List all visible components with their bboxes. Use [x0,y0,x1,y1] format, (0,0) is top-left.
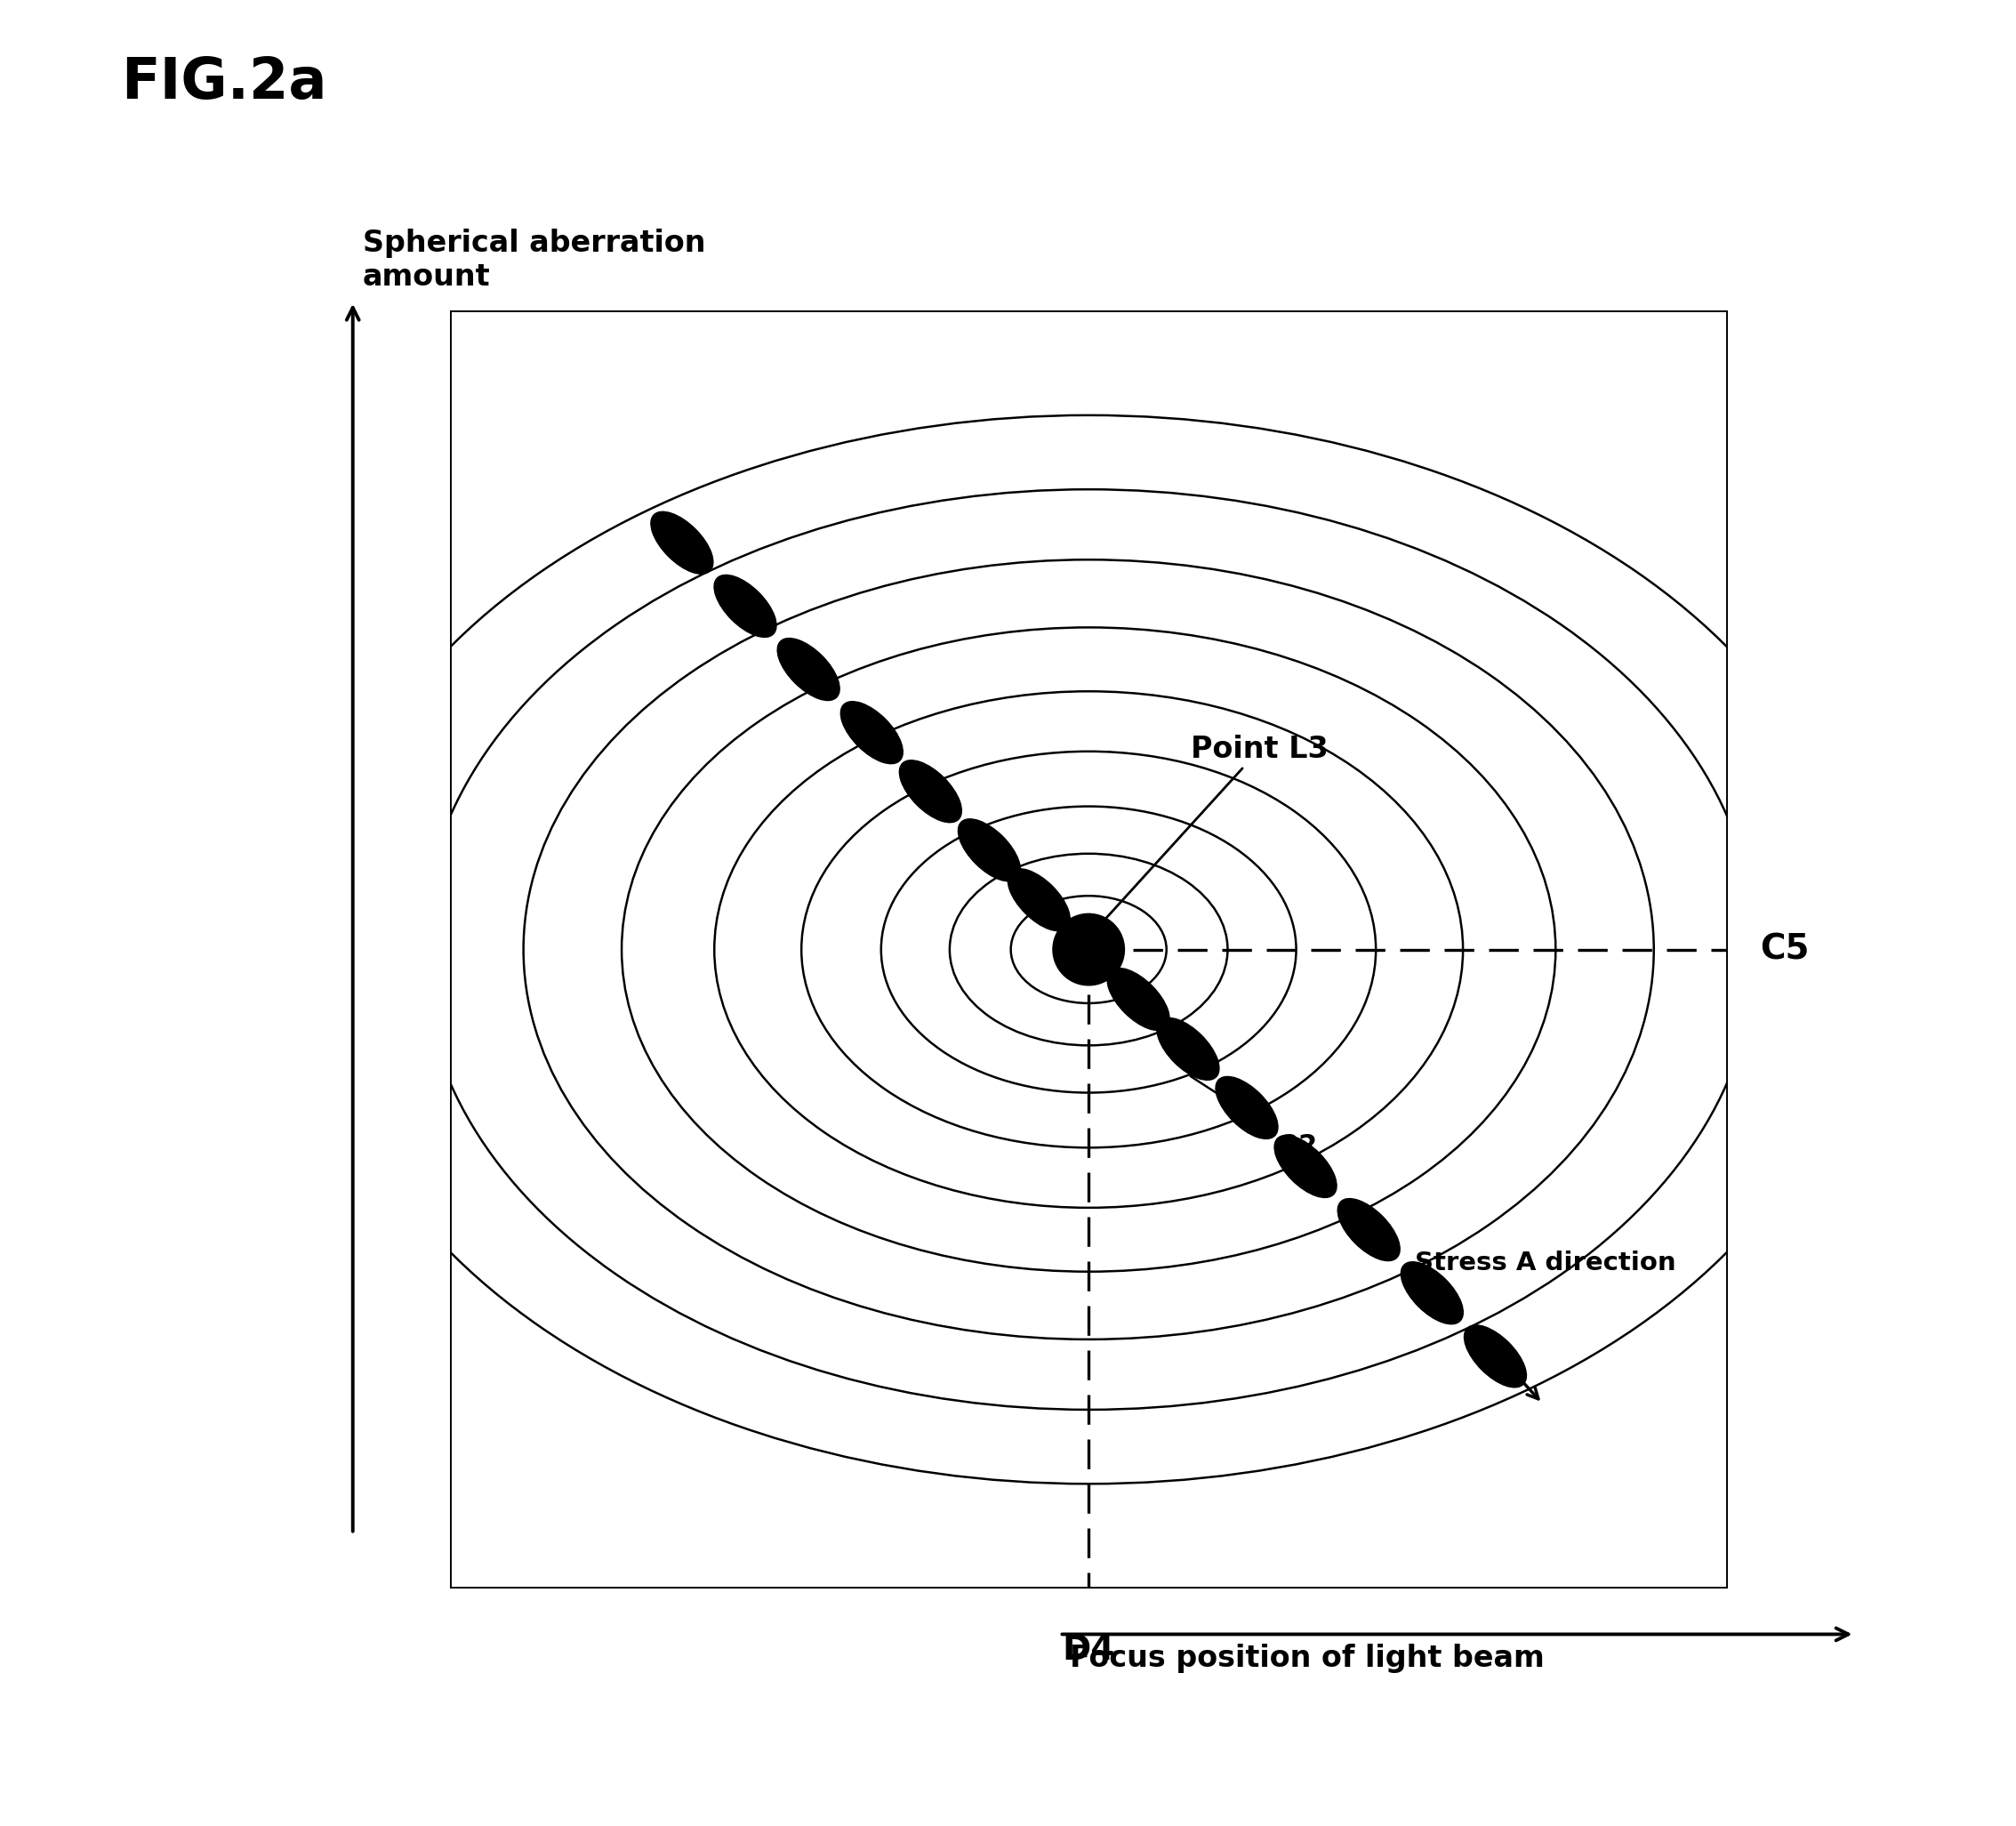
Text: C5: C5 [1760,933,1808,966]
Ellipse shape [714,575,776,637]
Text: 22: 22 [1189,1076,1318,1160]
Text: Focus position of light beam: Focus position of light beam [1070,1643,1544,1673]
Ellipse shape [1339,1198,1399,1260]
Ellipse shape [1157,1017,1220,1079]
Ellipse shape [899,760,962,822]
Text: Stress A direction: Stress A direction [1415,1251,1675,1275]
Ellipse shape [841,701,903,763]
Ellipse shape [1274,1136,1337,1198]
Circle shape [1052,913,1125,986]
Text: Spherical aberration
amount: Spherical aberration amount [363,228,706,292]
Text: FIG.2a: FIG.2a [121,55,327,110]
Ellipse shape [1464,1326,1526,1388]
Text: Point L3: Point L3 [1097,734,1329,928]
Ellipse shape [1107,968,1169,1030]
Ellipse shape [1216,1077,1278,1139]
Ellipse shape [1401,1262,1464,1324]
Ellipse shape [1008,869,1070,931]
Text: D4: D4 [1062,1632,1115,1667]
Ellipse shape [958,820,1020,882]
Ellipse shape [778,639,839,701]
Ellipse shape [651,511,714,573]
